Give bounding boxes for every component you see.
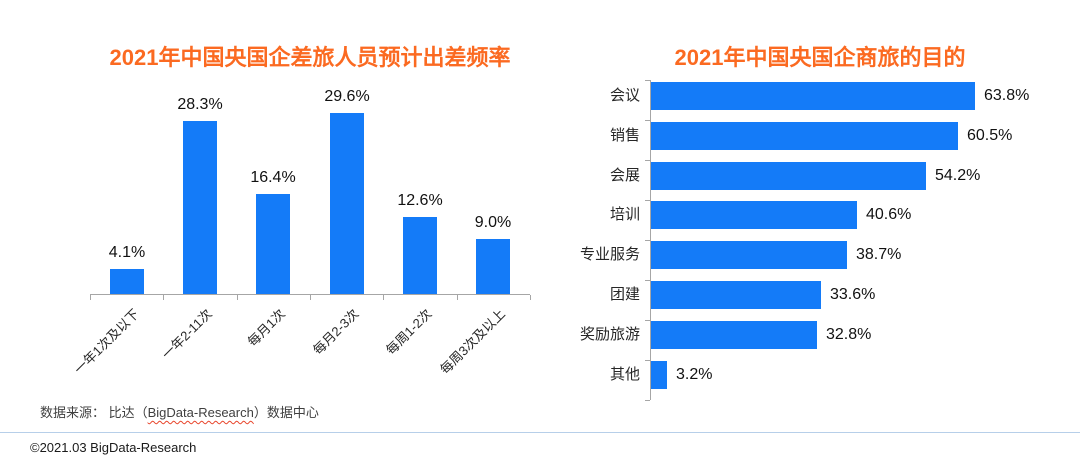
bar-value-label: 60.5%	[967, 127, 1013, 144]
left-chart-title: 2021年中国央国企差旅人员预计出差频率	[109, 45, 511, 70]
bar	[476, 239, 510, 294]
bar-value-label: 9.0%	[474, 214, 512, 231]
y-axis-tick	[645, 80, 650, 81]
x-axis-tick	[90, 295, 91, 300]
category-label: 一年2-11次	[158, 306, 215, 363]
bar	[651, 281, 821, 309]
x-axis-line	[90, 294, 530, 295]
category-label: 每周1-2次	[383, 306, 435, 358]
x-axis-tick	[457, 295, 458, 300]
category-label: 奖励旅游	[579, 326, 640, 343]
category-label: 会议	[609, 87, 640, 104]
category-label: 每月1次	[244, 306, 288, 350]
bar	[651, 162, 926, 190]
right-chart-title: 2021年中国央国企商旅的目的	[674, 45, 966, 70]
y-axis-tick	[645, 160, 650, 161]
bar-value-label: 12.6%	[397, 192, 443, 209]
x-axis-tick	[530, 295, 531, 300]
footer-divider-line	[0, 432, 1080, 433]
y-axis-tick	[645, 200, 650, 201]
category-label: 其他	[609, 366, 640, 383]
bar-value-label: 3.2%	[676, 366, 713, 383]
left-chart-plot: 4.1% 一年1次及以下 28.3% 一年2-11次 16.4% 每月1次 29.6% 每月2…	[71, 80, 531, 390]
bar-value-label: 38.7%	[856, 246, 902, 263]
y-axis-tick	[645, 120, 650, 121]
data-source-note: 数据来源： 比达（BigData-Research）数据中心	[40, 402, 319, 421]
category-label: 每周3次及以上	[436, 306, 508, 377]
bar	[651, 82, 975, 110]
bar	[330, 113, 364, 294]
category-label: 每月2-3次	[310, 306, 362, 358]
y-axis-tick	[645, 360, 650, 361]
data-source-brand: BigData-Research	[147, 405, 254, 420]
bar	[403, 217, 437, 294]
bar-value-label: 54.2%	[935, 167, 981, 184]
bar	[110, 269, 144, 294]
bar-value-label: 32.8%	[826, 326, 872, 343]
bar-value-label: 40.6%	[866, 206, 912, 223]
right-chart-plot: 会议 63.8% 销售 60.5% 会展 54.2% 培训 40.6% 专业服务 38.7% 团建 3…	[560, 80, 1070, 410]
x-axis-tick	[310, 295, 311, 300]
bar-value-label: 63.8%	[984, 87, 1030, 104]
x-axis-tick	[383, 295, 384, 300]
bar-value-label: 29.6%	[324, 88, 370, 105]
bar	[183, 121, 217, 294]
y-axis-tick	[645, 320, 650, 321]
x-axis-tick	[237, 295, 238, 300]
y-axis-tick	[645, 240, 650, 241]
category-label: 专业服务	[579, 246, 640, 263]
bar	[651, 201, 857, 229]
bar	[651, 241, 847, 269]
copyright-text: ©2021.03 BigData-Research	[30, 440, 197, 455]
data-source-prefix: 数据来源： 比达（	[40, 405, 148, 420]
category-label: 会展	[609, 167, 640, 184]
bar-value-label: 16.4%	[250, 169, 296, 186]
bar-value-label: 28.3%	[177, 96, 223, 113]
category-label: 团建	[609, 286, 640, 303]
bar	[256, 194, 290, 294]
bar	[651, 122, 958, 150]
category-label: 培训	[609, 206, 640, 223]
bar	[651, 321, 817, 349]
y-axis-tick	[645, 280, 650, 281]
bar-value-label: 33.6%	[830, 286, 876, 303]
bar-value-label: 4.1%	[108, 244, 146, 261]
x-axis-tick	[163, 295, 164, 300]
data-source-suffix: ）数据中心	[253, 405, 319, 420]
category-label: 一年1次及以下	[70, 306, 142, 377]
y-axis-tick	[645, 400, 650, 401]
category-label: 销售	[609, 127, 640, 144]
bar	[651, 361, 667, 389]
y-axis-line	[650, 80, 651, 400]
